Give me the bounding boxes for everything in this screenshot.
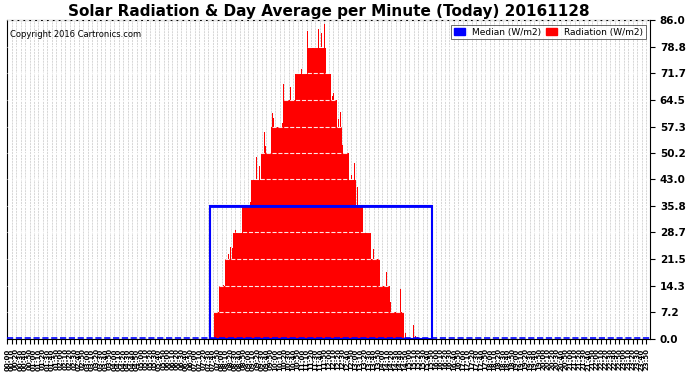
Legend: Median (W/m2), Radiation (W/m2): Median (W/m2), Radiation (W/m2): [451, 25, 646, 39]
Text: Copyright 2016 Cartronics.com: Copyright 2016 Cartronics.com: [10, 30, 141, 39]
Bar: [210, 206, 432, 339]
Title: Solar Radiation & Day Average per Minute (Today) 20161128: Solar Radiation & Day Average per Minute…: [68, 4, 589, 19]
